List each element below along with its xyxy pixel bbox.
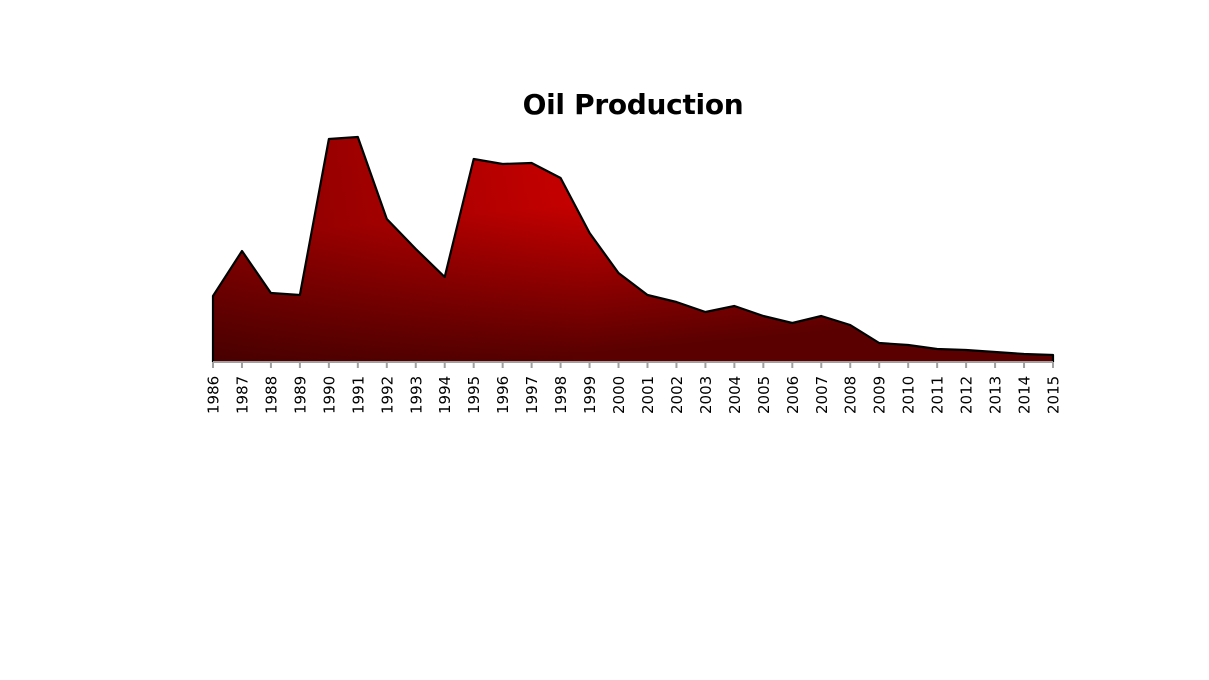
x-tick-label: 2008: [842, 376, 860, 414]
x-tick-label: 2004: [726, 376, 744, 414]
plot-area: 1986 1987 1988 1989 1990 1991 1992 1993 1994 1995…: [205, 135, 1063, 414]
x-tick-label: 1987: [233, 376, 251, 414]
x-tick-label: 2015: [1045, 376, 1063, 414]
x-tick-label: 2011: [929, 376, 947, 414]
x-tick-label: 2005: [755, 376, 773, 414]
x-tick-label: 1995: [465, 376, 483, 414]
x-tick-label: 1989: [291, 376, 309, 414]
x-tick-label: 2003: [697, 376, 715, 414]
area-shading: [213, 137, 1053, 362]
chart-title: Oil Production: [522, 88, 744, 121]
x-tick-label: 2000: [610, 376, 628, 414]
x-tick-label: 1986: [205, 376, 223, 414]
x-tick-label: 2001: [639, 376, 657, 414]
x-tick-label: 1990: [320, 376, 338, 414]
x-tick-label: 2013: [987, 376, 1005, 414]
x-tick-label: 2009: [871, 376, 889, 414]
x-tick-label: 1998: [552, 376, 570, 414]
x-tick-label: 2012: [958, 376, 976, 414]
x-tick-label: 2010: [900, 376, 918, 414]
x-axis-ticks: [212, 362, 1054, 368]
area-outline: [211, 135, 1055, 362]
x-tick-label: 1996: [494, 376, 512, 414]
x-tick-label: 2002: [668, 376, 686, 414]
x-tick-label: 1999: [581, 376, 599, 414]
x-tick-label: 1988: [262, 376, 280, 414]
x-tick-label: 1992: [378, 376, 396, 414]
x-tick-label: 1997: [523, 376, 541, 414]
x-tick-label: 2007: [813, 376, 831, 414]
x-tick-label: 2006: [784, 376, 802, 414]
x-tick-label: 1993: [407, 376, 425, 414]
x-axis-labels: 1986 1987 1988 1989 1990 1991 1992 1993 1994 1995…: [205, 376, 1063, 414]
x-tick-label: 2014: [1016, 376, 1034, 414]
x-tick-label: 1991: [349, 376, 367, 414]
x-tick-label: 1994: [436, 376, 454, 414]
